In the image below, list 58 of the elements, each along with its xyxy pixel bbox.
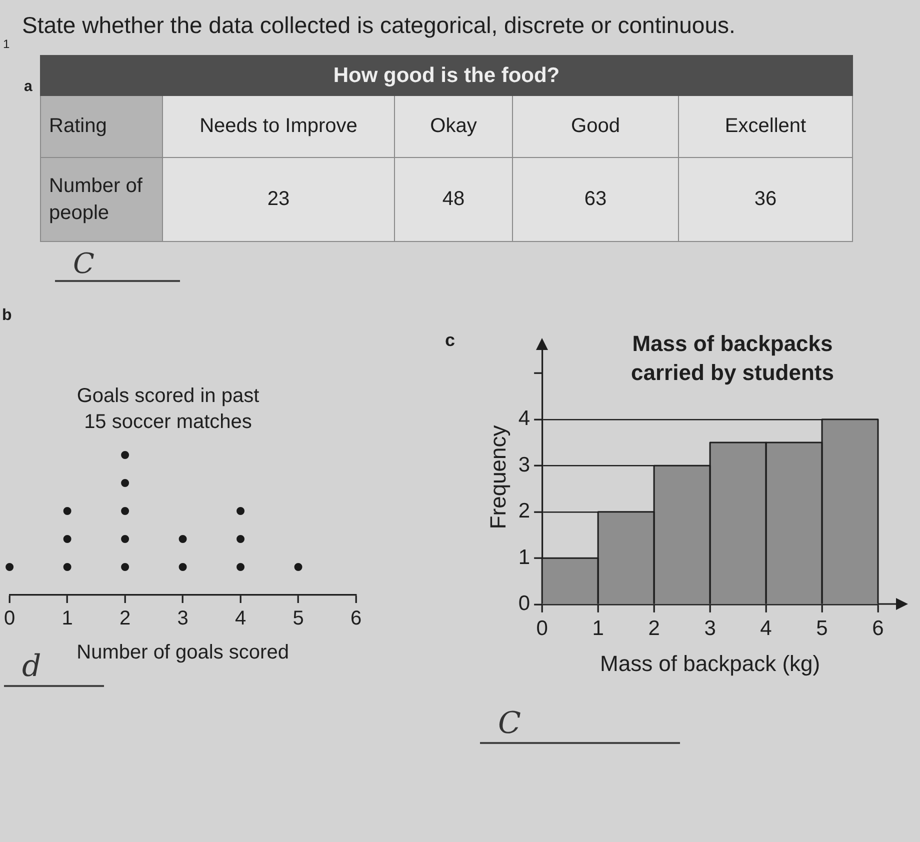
category-label: Good [512, 96, 678, 158]
text: C [480, 706, 680, 744]
x-tick-label: 4 [234, 608, 246, 630]
data-label: 63 [512, 158, 678, 242]
point [121, 535, 130, 543]
text: c [445, 330, 456, 351]
text: 1 [3, 37, 10, 52]
y-tick-label: 3 [518, 453, 530, 476]
point [63, 507, 72, 515]
point [63, 563, 72, 571]
x-tick-label: 0 [4, 608, 16, 630]
x-tick-label: 3 [177, 608, 188, 630]
data-label: 48 [394, 158, 512, 242]
y-tick-label: 4 [518, 407, 530, 430]
text: b [2, 307, 12, 326]
point [178, 563, 187, 571]
x-tick-label: 4 [760, 616, 772, 640]
category-label: Excellent [678, 96, 852, 158]
chart-title: Mass of backpacks carried by students [630, 330, 835, 387]
category-label: Okay [394, 96, 512, 158]
point [294, 563, 302, 571]
text: a [24, 78, 32, 96]
x-tick-label: 5 [292, 608, 304, 630]
text: Rating [40, 96, 162, 158]
text: How good is the food? [40, 56, 852, 96]
y-tick-label: 2 [518, 500, 530, 523]
x-axis-title: Number of goals scored [76, 642, 289, 664]
point [121, 507, 130, 515]
point [236, 507, 245, 515]
x-tick-label: 6 [872, 616, 884, 640]
chart-title: Goals scored in past 15 soccer matches [76, 384, 260, 435]
x-tick-label: 2 [648, 616, 660, 640]
point [121, 563, 130, 571]
x-tick-label: 1 [62, 608, 73, 630]
point [236, 563, 245, 571]
x-tick-label: 1 [592, 616, 604, 640]
point [236, 535, 245, 543]
point [121, 479, 130, 487]
data-label: 36 [678, 158, 852, 242]
point [6, 563, 14, 571]
point [63, 535, 72, 543]
text: State whether the data collected is categorical, discrete or continuous. [22, 12, 736, 38]
x-axis-title: Mass of backpack (kg) [600, 650, 820, 676]
y-tick-label: 0 [518, 592, 530, 616]
y-tick-label: 1 [518, 546, 530, 569]
x-tick-label: 6 [350, 608, 362, 630]
point [178, 535, 187, 543]
category-label: Needs to Improve [162, 96, 394, 158]
text: C [55, 247, 180, 282]
point [121, 451, 130, 459]
x-tick-label: 3 [704, 616, 716, 640]
text: Number of people [40, 158, 162, 242]
x-tick-label: 5 [816, 616, 828, 640]
x-tick-label: 2 [119, 608, 131, 630]
data-label: 23 [162, 158, 394, 242]
text: d [22, 649, 42, 684]
x-tick-label: 0 [536, 616, 548, 640]
y-axis-title: Frequency [485, 425, 510, 530]
